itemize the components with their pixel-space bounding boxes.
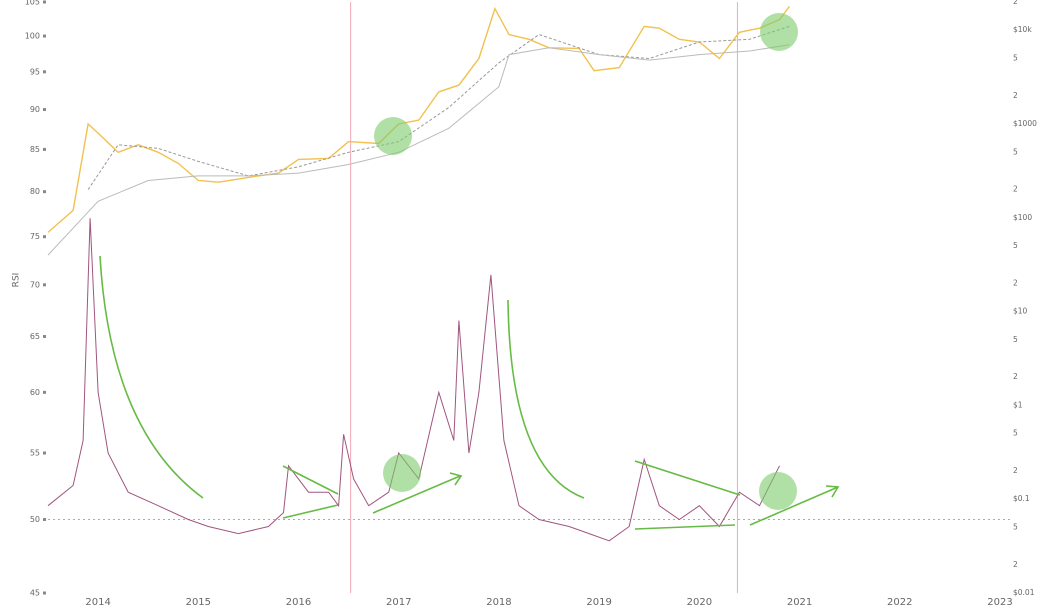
x-tick-label: 2015 — [186, 597, 211, 608]
y-tick-mark — [43, 235, 46, 239]
y2-tick-label: 5 — [1013, 53, 1018, 62]
trend-arrow — [372, 472, 463, 514]
y2-tick-label: 5 — [1013, 429, 1018, 438]
y-tick-label: 85 — [30, 145, 40, 154]
y-tick-mark — [43, 70, 46, 74]
y2-tick-label: $100 — [1013, 213, 1032, 222]
highlight-circle — [383, 454, 421, 492]
y-tick-label: 65 — [30, 332, 40, 341]
series-line — [87, 25, 790, 190]
y-tick-label: 55 — [30, 449, 40, 458]
y2-tick-label: $10 — [1013, 307, 1028, 316]
y-tick-mark — [43, 190, 46, 194]
series-line — [47, 44, 790, 256]
y-axis-label: RSI — [12, 273, 22, 288]
y2-tick-label: $10k — [1013, 25, 1032, 34]
y-tick-mark — [43, 335, 46, 339]
decay-curve — [507, 299, 585, 499]
decay-curve — [99, 255, 204, 499]
y-tick-label: 75 — [30, 232, 40, 241]
y-tick-label: 45 — [30, 589, 40, 598]
x-tick-label: 2018 — [486, 597, 511, 608]
y-tick-label: 95 — [30, 67, 40, 76]
y-tick-label: 80 — [30, 187, 40, 196]
y-tick-mark — [43, 0, 46, 4]
y2-tick-label: $1 — [1013, 400, 1023, 409]
y-tick-label: 105 — [25, 0, 40, 7]
y2-tick-label: 2 — [1013, 91, 1018, 100]
x-tick-label: 2017 — [386, 597, 411, 608]
highlight-circle — [374, 117, 412, 155]
y-tick-mark — [43, 108, 46, 112]
y2-tick-label: $0.01 — [1013, 588, 1035, 597]
y2-tick-label: 5 — [1013, 147, 1018, 156]
highlight-circle — [760, 13, 798, 51]
x-tick-label: 2023 — [987, 597, 1012, 608]
x-tick-label: 2016 — [286, 597, 311, 608]
x-tick-label: 2019 — [586, 597, 611, 608]
y-tick-mark — [43, 518, 46, 522]
trend-arrow — [749, 485, 840, 526]
y-tick-mark — [43, 283, 46, 287]
y2-tick-label: 5 — [1013, 522, 1018, 531]
y-tick-mark — [43, 451, 46, 455]
trend-line — [634, 460, 741, 530]
x-tick-label: 2021 — [787, 597, 812, 608]
y2-tick-label: 5 — [1013, 335, 1018, 344]
highlight-circle — [759, 472, 797, 510]
x-tick-label: 2020 — [687, 597, 712, 608]
series-line — [47, 218, 780, 542]
y2-tick-label: 2 — [1013, 185, 1018, 194]
y-tick-mark — [43, 591, 46, 595]
y2-tick-label: 2 — [1013, 560, 1018, 569]
y-tick-mark — [43, 34, 46, 38]
y-tick-mark — [43, 147, 46, 151]
x-tick-label: 2022 — [887, 597, 912, 608]
y2-tick-label: 2 — [1013, 278, 1018, 287]
y2-tick-label: $0.1 — [1013, 494, 1030, 503]
y2-tick-label: 2 — [1013, 372, 1018, 381]
y2-tick-label: 2 — [1013, 0, 1018, 6]
y2-tick-label: 5 — [1013, 241, 1018, 250]
x-tick-label: 2014 — [85, 597, 110, 608]
y-tick-label: 90 — [30, 105, 40, 114]
y-tick-label: 100 — [25, 32, 40, 41]
y-tick-label: 70 — [30, 280, 40, 289]
y2-tick-label: $1000 — [1013, 119, 1037, 128]
y-tick-label: 60 — [30, 388, 40, 397]
series-line — [47, 5, 791, 233]
plot-area: 2014 2015 2016 2017 2018 2019 2020 2021 2022 2023… — [25, 0, 1037, 608]
y-tick-label: 50 — [30, 515, 40, 524]
y-tick-mark — [43, 390, 46, 394]
y2-tick-label: 2 — [1013, 466, 1018, 475]
trend-line — [282, 465, 339, 519]
annotations — [99, 13, 840, 530]
